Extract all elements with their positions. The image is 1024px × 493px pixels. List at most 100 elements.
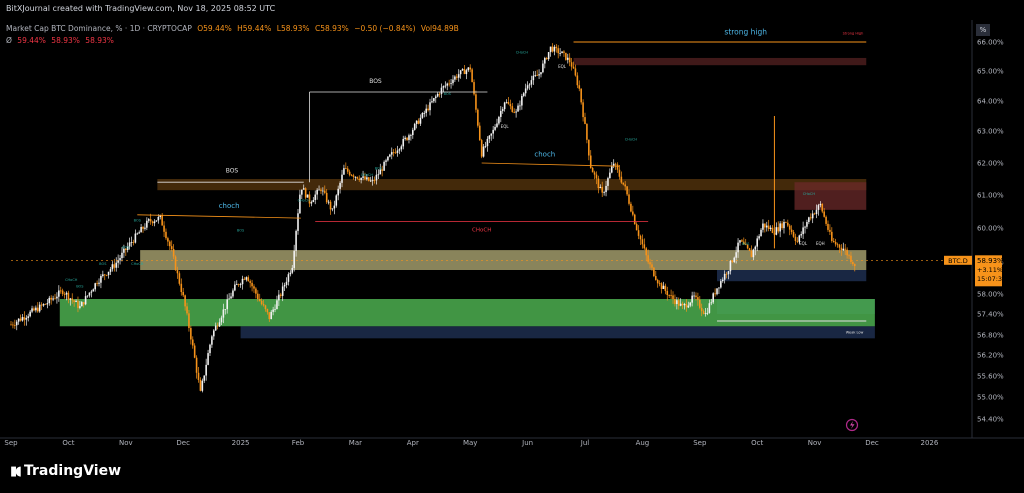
candle	[517, 103, 519, 112]
candle-body	[314, 194, 317, 201]
x-tick-label: Sep	[693, 439, 707, 447]
candle	[555, 44, 558, 53]
candle	[616, 162, 619, 173]
candle	[666, 286, 669, 301]
candle	[182, 287, 184, 297]
candle-body	[119, 258, 121, 261]
candle	[725, 271, 728, 279]
candle	[107, 271, 110, 279]
y-tick-label: 55.00%	[977, 394, 1004, 402]
candle-body	[199, 379, 202, 391]
candle	[785, 221, 787, 224]
candle-body	[743, 241, 745, 245]
candle-body	[788, 225, 791, 230]
candle	[746, 243, 749, 250]
candle-body	[676, 300, 678, 305]
candle	[350, 174, 353, 177]
candle-body	[249, 281, 251, 283]
candle	[180, 278, 183, 296]
candle	[718, 287, 720, 294]
symbol-title[interactable]: Market Cap BTC Dominance, % · 1D · CRYPT…	[6, 24, 192, 33]
candle-body	[624, 184, 626, 187]
indicator-label[interactable]: Ø	[6, 36, 12, 45]
candle	[385, 158, 387, 166]
candle	[352, 173, 355, 180]
candle-body	[515, 111, 517, 113]
candle	[169, 240, 171, 251]
candle	[438, 92, 441, 98]
small-choch-label: CHoCH	[361, 173, 374, 177]
candle	[580, 88, 582, 105]
candle-body	[274, 309, 276, 310]
candle	[10, 320, 12, 326]
candle	[465, 68, 468, 80]
candle-body	[538, 74, 540, 76]
candle-body	[570, 62, 573, 67]
candle	[563, 50, 565, 57]
candle	[674, 294, 676, 307]
x-tick-label: 2026	[920, 439, 938, 447]
candle	[86, 295, 89, 298]
strong-high-label: strong high	[724, 28, 767, 37]
candle	[440, 83, 443, 98]
candle-body	[100, 276, 102, 283]
y-tick-label: 56.80%	[977, 332, 1004, 340]
candle-body	[301, 189, 303, 195]
candle-body	[272, 309, 274, 312]
candle	[433, 97, 435, 104]
candle	[729, 259, 732, 275]
candle-body	[115, 262, 118, 268]
candle	[56, 292, 58, 304]
candle-body	[630, 203, 632, 212]
small-choch-label: CHoCH	[625, 138, 638, 142]
candle-body	[844, 248, 847, 250]
candle-body	[178, 273, 181, 284]
candle	[689, 301, 692, 308]
candle	[572, 61, 575, 69]
candle-body	[23, 317, 26, 320]
candle-body	[230, 296, 232, 299]
candle	[421, 112, 424, 119]
candle-body	[341, 174, 343, 183]
candle	[809, 213, 812, 221]
candle-body	[536, 75, 538, 76]
annotation-labels-layer: BOS BOS choch choch CHoCH strong high Strong H…	[65, 28, 863, 335]
candle	[804, 225, 806, 234]
candle	[105, 274, 108, 277]
candle-body	[628, 194, 630, 204]
candle-body	[522, 93, 525, 96]
candle	[262, 299, 265, 307]
scale-mode-button[interactable]: %	[976, 24, 990, 36]
candle	[620, 171, 623, 184]
tradingview-brand[interactable]: ▮◖ TradingView	[10, 463, 121, 479]
candle-body	[291, 267, 294, 273]
candle	[366, 174, 368, 181]
candle	[710, 298, 713, 306]
candle-body	[146, 220, 148, 228]
candle	[540, 72, 542, 78]
candle	[748, 247, 751, 252]
candle-body	[167, 238, 169, 242]
candle	[63, 291, 66, 299]
candle-body	[513, 111, 516, 113]
candle	[373, 176, 376, 184]
candle	[618, 164, 621, 180]
candle-body	[490, 133, 493, 136]
x-tick-label: 2025	[232, 439, 250, 447]
candle-body	[220, 317, 223, 323]
candle	[394, 148, 397, 154]
price-tag-value: 58.93%	[977, 257, 1004, 265]
candle-body	[633, 214, 636, 225]
candle	[779, 221, 781, 238]
candle-body	[226, 299, 229, 310]
candle	[123, 244, 125, 258]
candle	[360, 177, 362, 184]
candle	[781, 220, 783, 231]
candle	[151, 220, 154, 227]
candle	[170, 240, 173, 252]
candle	[390, 147, 393, 160]
candle	[765, 221, 768, 232]
lightning-icon[interactable]	[845, 418, 859, 432]
candle-body	[433, 98, 435, 102]
